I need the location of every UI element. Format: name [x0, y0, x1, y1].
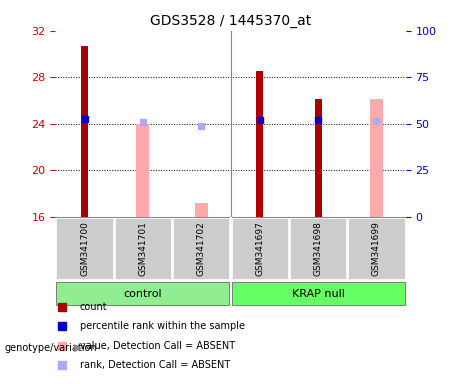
Text: ▶: ▶ — [74, 343, 82, 353]
FancyBboxPatch shape — [232, 218, 288, 279]
Bar — [314, 99, 322, 217]
Text: KRAP null: KRAP null — [292, 288, 344, 298]
Text: value, Detection Call = ABSENT: value, Detection Call = ABSENT — [80, 341, 235, 351]
Text: GSM341700: GSM341700 — [80, 221, 89, 276]
Text: GSM341697: GSM341697 — [255, 221, 264, 276]
Text: GSM341698: GSM341698 — [313, 221, 323, 276]
FancyBboxPatch shape — [349, 218, 404, 279]
FancyBboxPatch shape — [173, 218, 229, 279]
Text: GSM341701: GSM341701 — [138, 221, 148, 276]
Text: count: count — [80, 301, 107, 312]
Text: percentile rank within the sample: percentile rank within the sample — [80, 321, 245, 331]
FancyBboxPatch shape — [290, 218, 346, 279]
FancyBboxPatch shape — [57, 282, 229, 305]
FancyBboxPatch shape — [232, 282, 404, 305]
Bar — [256, 71, 263, 217]
Text: GSM341699: GSM341699 — [372, 221, 381, 276]
Text: GSM341702: GSM341702 — [197, 221, 206, 276]
FancyBboxPatch shape — [115, 218, 171, 279]
Bar — [195, 203, 208, 217]
Text: control: control — [124, 288, 162, 298]
Bar — [370, 99, 383, 217]
Text: genotype/variation: genotype/variation — [5, 343, 97, 353]
Title: GDS3528 / 1445370_at: GDS3528 / 1445370_at — [150, 14, 311, 28]
FancyBboxPatch shape — [57, 218, 112, 279]
Bar — [136, 124, 149, 217]
Text: rank, Detection Call = ABSENT: rank, Detection Call = ABSENT — [80, 360, 230, 370]
Bar — [81, 46, 88, 217]
